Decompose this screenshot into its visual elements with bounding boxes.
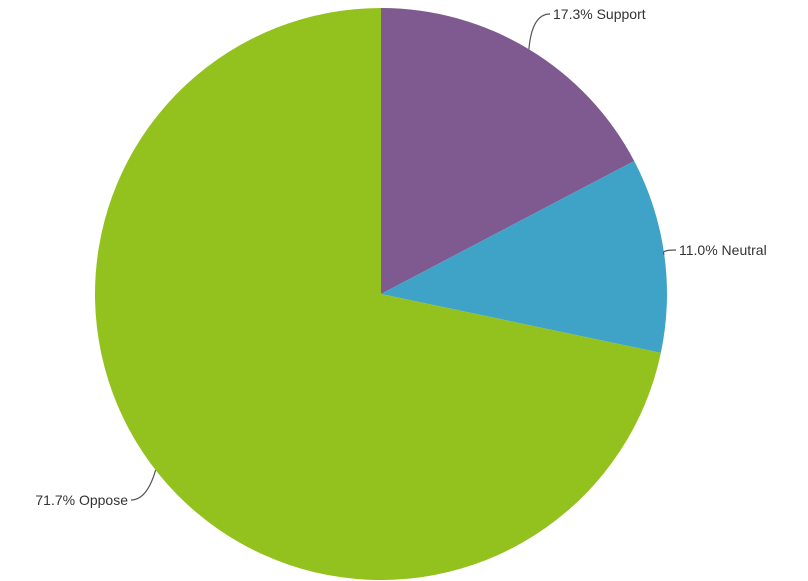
slice-label-oppose: 71.7% Oppose	[35, 492, 128, 508]
leader-line-oppose	[130, 469, 157, 501]
pie-slice-support	[381, 8, 635, 294]
slice-label-neutral: 11.0% Neutral	[679, 242, 767, 258]
leader-line-support	[528, 13, 551, 50]
slice-labels: 17.3% Support 11.0% Neutral 71.7% Oppose	[35, 6, 766, 508]
slice-label-support: 17.3% Support	[553, 6, 646, 22]
pie-slices	[94, 8, 667, 580]
pie-slice-oppose	[94, 8, 661, 580]
leader-line-neutral	[662, 249, 677, 256]
pie-slice-neutral	[381, 160, 667, 353]
leader-lines	[130, 13, 677, 501]
